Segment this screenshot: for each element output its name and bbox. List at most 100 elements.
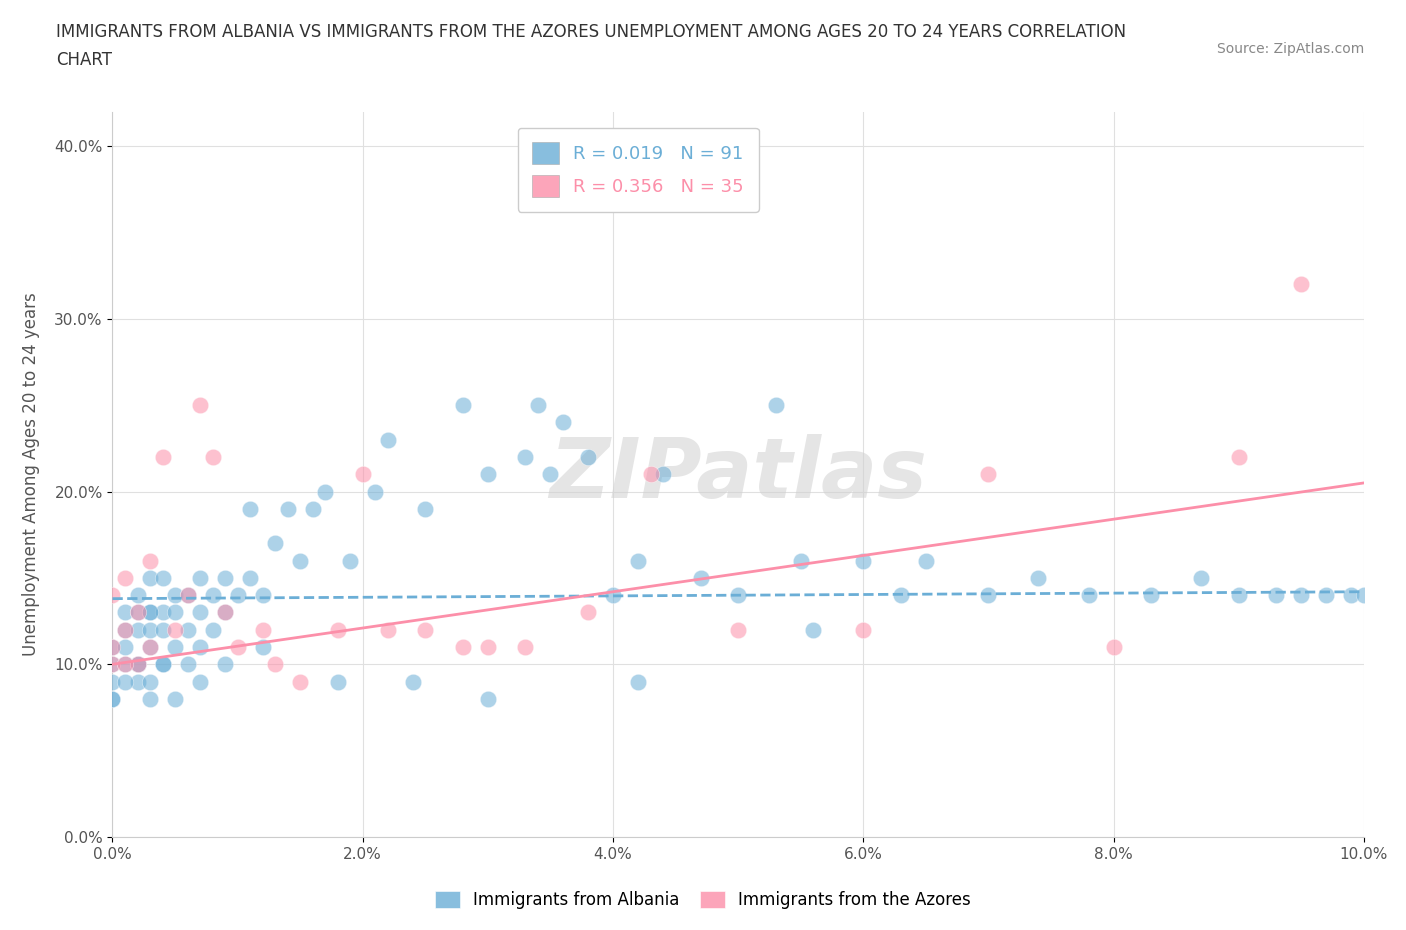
Point (377, 622, 399, 637)
Point (127, 657, 149, 671)
Point (163, 622, 186, 637)
Point (127, 605, 149, 620)
Point (689, 570, 711, 585)
Point (214, 605, 236, 620)
Point (252, 640, 274, 655)
Point (1340, 588, 1362, 603)
Point (127, 657, 149, 671)
Text: Source: ZipAtlas.com: Source: ZipAtlas.com (1216, 42, 1364, 56)
Point (127, 588, 149, 603)
Point (551, 415, 574, 430)
Point (139, 640, 162, 655)
Point (652, 467, 675, 482)
Point (602, 588, 624, 603)
Point (226, 588, 249, 603)
Point (640, 467, 662, 482)
Legend: Immigrants from Albania, Immigrants from the Azores: Immigrants from Albania, Immigrants from… (427, 883, 979, 917)
Legend: R = 0.019   N = 91, R = 0.356   N = 35: R = 0.019 N = 91, R = 0.356 N = 35 (517, 128, 759, 212)
Point (188, 398, 211, 413)
Point (339, 553, 361, 568)
Point (239, 570, 262, 585)
Point (201, 449, 224, 464)
Point (1140, 588, 1163, 603)
Point (451, 640, 474, 655)
Point (101, 691, 124, 706)
Point (727, 622, 749, 637)
Point (201, 622, 224, 637)
Point (1028, 570, 1050, 585)
Point (188, 605, 211, 620)
Point (163, 640, 186, 655)
Point (727, 588, 749, 603)
Point (415, 501, 437, 516)
Point (852, 622, 875, 637)
Point (290, 674, 312, 689)
Point (201, 588, 224, 603)
Point (188, 640, 211, 655)
Point (114, 640, 136, 655)
Point (163, 605, 186, 620)
Point (1077, 588, 1099, 603)
Point (1227, 588, 1250, 603)
Point (101, 657, 124, 671)
Point (352, 467, 374, 482)
Point (252, 622, 274, 637)
Point (527, 398, 550, 413)
Point (326, 622, 349, 637)
Point (477, 640, 499, 655)
Point (415, 622, 437, 637)
Point (163, 588, 186, 603)
Point (1291, 588, 1313, 603)
Point (101, 588, 124, 603)
Point (801, 622, 824, 637)
Point (101, 640, 124, 655)
Point (852, 553, 875, 568)
Point (114, 674, 136, 689)
Point (1315, 588, 1337, 603)
Y-axis label: Unemployment Among Ages 20 to 24 years: Unemployment Among Ages 20 to 24 years (22, 292, 41, 657)
Point (1102, 640, 1125, 655)
Point (114, 622, 136, 637)
Point (139, 622, 162, 637)
Point (226, 640, 249, 655)
Point (239, 501, 262, 516)
Point (101, 640, 124, 655)
Point (977, 467, 1000, 482)
Point (1227, 449, 1250, 464)
Point (451, 398, 474, 413)
Text: IMMIGRANTS FROM ALBANIA VS IMMIGRANTS FROM THE AZORES UNEMPLOYMENT AMONG AGES 20: IMMIGRANTS FROM ALBANIA VS IMMIGRANTS FR… (56, 23, 1126, 41)
Point (290, 553, 312, 568)
Point (163, 691, 186, 706)
Point (152, 449, 174, 464)
Point (1265, 588, 1288, 603)
Point (101, 674, 124, 689)
Point (402, 674, 425, 689)
Point (188, 570, 211, 585)
Point (515, 449, 537, 464)
Point (139, 570, 162, 585)
Point (326, 674, 349, 689)
Point (101, 691, 124, 706)
Point (540, 467, 562, 482)
Point (127, 605, 149, 620)
Point (139, 553, 162, 568)
Point (576, 605, 599, 620)
Point (214, 605, 236, 620)
Point (627, 553, 650, 568)
Point (477, 691, 499, 706)
Point (176, 657, 198, 671)
Point (127, 622, 149, 637)
Point (477, 467, 499, 482)
Point (1353, 588, 1375, 603)
Point (977, 588, 1000, 603)
Point (188, 674, 211, 689)
Point (790, 553, 813, 568)
Point (114, 657, 136, 671)
Point (765, 398, 787, 413)
Point (114, 622, 136, 637)
Point (364, 485, 387, 499)
Point (377, 432, 399, 447)
Point (214, 570, 236, 585)
Point (152, 622, 174, 637)
Point (214, 657, 236, 671)
